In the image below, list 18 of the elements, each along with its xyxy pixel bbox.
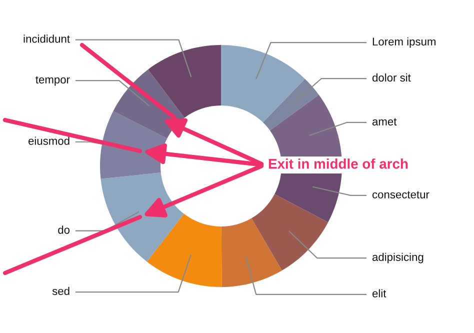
slice-label: amet	[372, 118, 397, 126]
slice-label: do	[58, 226, 70, 234]
donut-slice	[251, 194, 328, 271]
slice-label: incididunt	[24, 34, 70, 43]
donut-slice	[148, 45, 221, 118]
slice-label: elit	[372, 289, 386, 298]
text: Exit in middle of arch	[268, 158, 408, 169]
slice-label: Lorem ipsum	[372, 37, 436, 48]
donut-slice	[146, 214, 222, 287]
donut-slice	[262, 78, 319, 130]
donut-slice	[221, 45, 305, 122]
slice-label: sed	[52, 286, 70, 296]
slice-label: consectetur	[372, 191, 430, 198]
slice-label: tempor	[36, 76, 70, 86]
slice-label: adipisicing	[372, 252, 424, 264]
donut-slice	[221, 218, 282, 287]
slice-label: eiusmod	[28, 136, 70, 145]
slice-label: dolor sit	[372, 73, 411, 82]
